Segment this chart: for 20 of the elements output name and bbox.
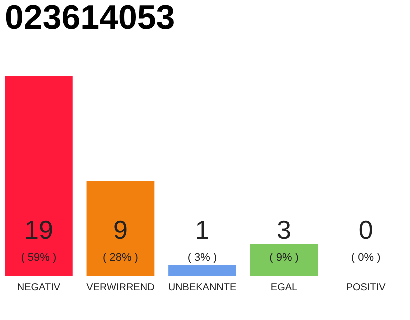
x-tick-label: UNBEKANNTE [168,282,237,294]
annotation: ( 9% ) [270,252,299,264]
x-tick-label: VERWIRREND [86,282,155,294]
x-tick-label: POSITIV [346,282,386,294]
bar [168,265,236,276]
annotation: ( 59% ) [21,252,57,264]
data-label: 1 [195,215,210,245]
data-label: 3 [277,215,292,245]
data-label: 9 [113,215,128,245]
chart-title: 023614053 [5,0,176,37]
x-tick-label: NEGATIV [17,282,61,294]
annotation: ( 28% ) [102,252,138,264]
bar [86,181,155,276]
bar [5,76,73,276]
data-label: 19 [24,215,54,245]
annotation: ( 3% ) [188,252,218,264]
x-tick-label: EGAL [270,282,298,294]
bar [250,244,318,276]
annotation: ( 0% ) [351,252,381,264]
data-label: 0 [358,215,374,245]
